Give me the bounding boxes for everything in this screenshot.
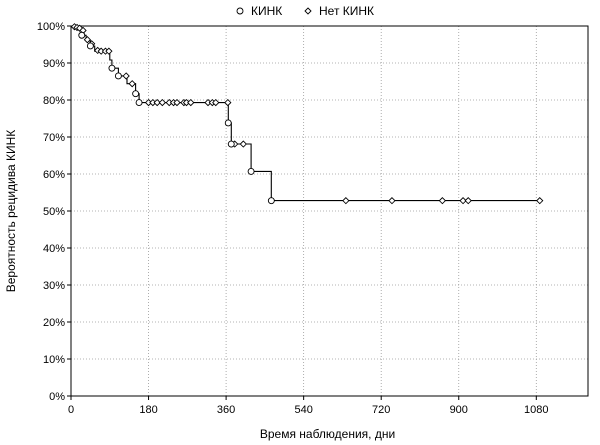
y-tick-label: 20% bbox=[43, 317, 65, 329]
y-tick-label: 80% bbox=[43, 95, 65, 107]
y-tick-label: 40% bbox=[43, 243, 65, 255]
no-kink-point bbox=[438, 197, 447, 205]
legend-no-kink-marker bbox=[304, 7, 312, 15]
kink-point bbox=[267, 197, 275, 205]
axes: 0% 10% 20% 30% 40% 50% 60% 70% 80% 90% 100% 0 180 360… bbox=[4, 21, 589, 441]
y-tick-label: 60% bbox=[43, 169, 65, 181]
kink-point bbox=[247, 167, 255, 175]
no-kink-point bbox=[83, 36, 92, 44]
x-tick-label: 180 bbox=[139, 404, 157, 416]
x-tick-label: 0 bbox=[68, 404, 74, 416]
legend-kink-marker bbox=[236, 7, 244, 15]
kink-point bbox=[224, 119, 232, 127]
x-tick-label: 540 bbox=[294, 404, 312, 416]
legend-no-kink-label: Нет КИНК bbox=[319, 4, 374, 18]
kink-point bbox=[86, 42, 94, 50]
no-kink-point bbox=[536, 197, 544, 205]
kink-survival-line bbox=[71, 25, 541, 202]
kink-point bbox=[132, 90, 140, 98]
legend-kink-label: КИНК bbox=[251, 4, 282, 18]
no-kink-point bbox=[128, 80, 136, 88]
x-tick-label: 720 bbox=[372, 404, 390, 416]
kink-point bbox=[114, 72, 122, 80]
no-kink-point bbox=[173, 98, 181, 107]
x-axis-title: Время наблюдения, дни bbox=[260, 427, 395, 441]
y-tick-label: 10% bbox=[43, 354, 65, 366]
kink-point bbox=[108, 64, 116, 72]
no-kink-point bbox=[122, 72, 130, 80]
no-kink-point bbox=[464, 197, 472, 205]
y-tick-label: 0% bbox=[49, 391, 65, 403]
legend: КИНК Нет КИНК bbox=[236, 4, 374, 18]
x-tick-label: 1080 bbox=[524, 404, 548, 416]
kink-point bbox=[227, 140, 235, 148]
y-tick-label: 100% bbox=[37, 21, 65, 33]
no-kink-point bbox=[105, 47, 113, 55]
grid bbox=[71, 26, 588, 396]
no-kink-point bbox=[187, 98, 195, 107]
y-tick-label: 50% bbox=[43, 206, 65, 218]
y-axis-title: Вероятность рецидива КИНК bbox=[4, 130, 18, 293]
series bbox=[70, 23, 544, 205]
y-tick-label: 30% bbox=[43, 280, 65, 292]
x-tick-label: 360 bbox=[217, 404, 235, 416]
y-tick-label: 90% bbox=[43, 58, 65, 70]
kink-point bbox=[135, 99, 143, 107]
no-kink-point bbox=[158, 98, 166, 107]
no-kink-point bbox=[153, 98, 161, 107]
x-tick-label: 900 bbox=[450, 404, 468, 416]
no-kink-point bbox=[212, 98, 220, 107]
no-kink-point bbox=[342, 197, 350, 205]
no-kink-point bbox=[388, 197, 396, 205]
kink-point bbox=[78, 31, 86, 39]
no-kink-point bbox=[224, 98, 232, 107]
no-kink-point bbox=[239, 140, 247, 148]
y-tick-label: 70% bbox=[43, 132, 65, 144]
no-kink-point bbox=[459, 197, 467, 205]
